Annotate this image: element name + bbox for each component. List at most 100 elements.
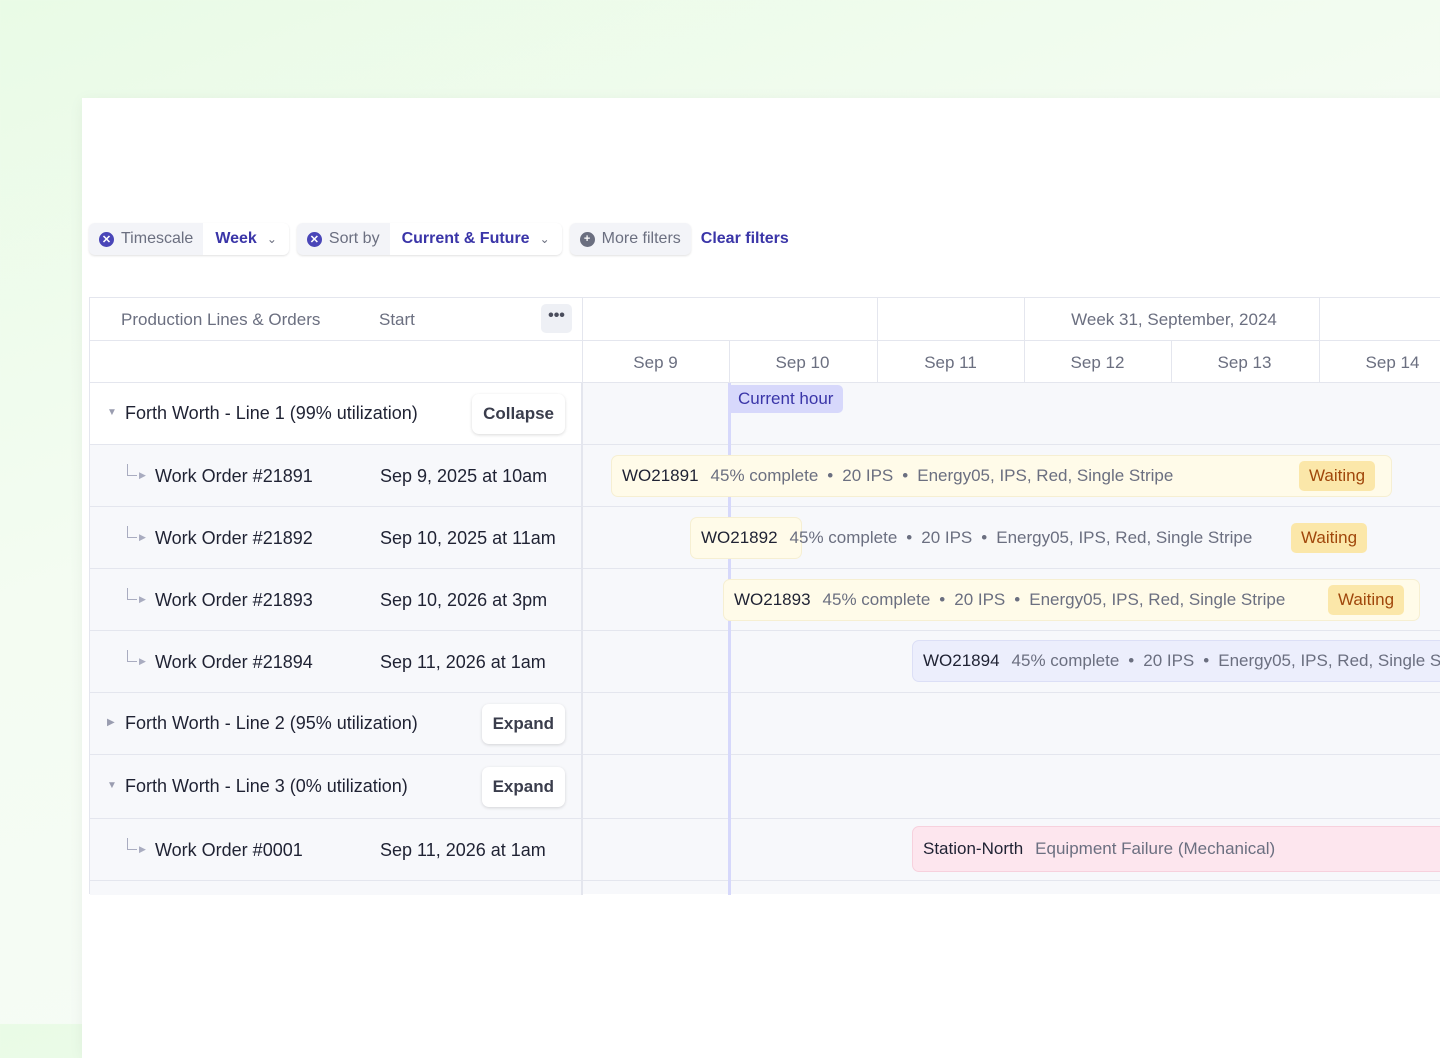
order-id: WO21891 — [622, 466, 699, 485]
caret-right-icon: ▶ — [139, 656, 146, 666]
more-filters-button[interactable]: + More filters — [569, 223, 691, 255]
group-name: Forth Worth - Line 3 (0% utilization) — [125, 776, 408, 796]
order-name: Work Order #21892 — [155, 528, 313, 548]
caret-right-icon: ▶ — [139, 470, 146, 480]
order-rate: 20 IPS — [842, 466, 894, 485]
order-rate: 20 IPS — [954, 590, 1006, 609]
order-start: Sep 10, 2026 at 3pm — [380, 590, 548, 610]
caret-right-icon: ▶ — [139, 532, 146, 542]
timescale-value[interactable]: Week — [215, 230, 257, 247]
remove-filter-icon[interactable]: ✕ — [99, 231, 114, 247]
order-rate: 20 IPS — [921, 528, 973, 547]
table-row[interactable]: ▶ Work Order #21893 Sep 10, 2026 at 3pm — [90, 569, 1440, 631]
table-header: Production Lines & Orders Start ••• Week… — [90, 298, 1440, 341]
caret-right-icon: ▶ — [139, 844, 146, 854]
child-elbow-icon — [127, 526, 137, 538]
caret-down-icon[interactable]: ▼ — [107, 780, 117, 791]
more-filters-label: More filters — [601, 230, 681, 247]
order-bar[interactable]: WO21894 45% complete • 20 IPS • Energy05, IPS… — [912, 640, 1440, 682]
sort-filter[interactable]: ✕ Sort by Current & Future ⌄ — [296, 223, 562, 255]
order-spec: Energy05, IPS, Red, Single Stripe — [917, 466, 1174, 485]
order-id: WO21894 — [923, 651, 1000, 670]
group-name: Forth Worth - Line 1 (99% utilization) — [125, 403, 418, 423]
order-spec: Energy05, IPS, Red, Single Stripe — [1029, 590, 1286, 609]
day-label: Sep 11 — [924, 353, 977, 372]
remove-filter-icon[interactable]: ✕ — [306, 231, 322, 247]
order-start: Sep 11, 2026 at 1am — [380, 840, 546, 860]
timescale-label: Timescale — [121, 230, 194, 247]
order-bar[interactable]: WO21891 45% complete • 20 IPS • Energy05, IPS… — [611, 455, 1392, 497]
separator: • — [939, 590, 946, 609]
order-progress: 45% complete — [822, 590, 931, 609]
order-bar[interactable]: WO21892 45% complete • 20 IPS • Energy05, IPS… — [690, 517, 1368, 559]
expand-button[interactable]: Expand — [481, 767, 565, 807]
child-elbow-icon — [127, 838, 137, 850]
order-start: Sep 10, 2025 at 11am — [380, 528, 556, 548]
column-header-start[interactable]: Start — [379, 310, 415, 329]
gantt-table: Production Lines & Orders Start ••• Week… — [89, 297, 1440, 895]
left-panel-footer — [90, 881, 582, 895]
caret-down-icon[interactable]: ▼ — [107, 407, 117, 418]
separator: • — [906, 528, 913, 547]
order-progress: 45% complete — [710, 466, 819, 485]
table-row[interactable]: ▶ Work Order #0001 Sep 11, 2026 at 1am — [90, 819, 1440, 881]
order-rate: 20 IPS — [1143, 651, 1195, 670]
sort-label: Sort by — [328, 230, 380, 247]
divider — [1319, 298, 1320, 383]
divider — [877, 298, 878, 383]
day-label: Sep 13 — [1217, 353, 1272, 372]
order-id: WO21893 — [734, 590, 811, 609]
table-row[interactable]: ▶ Work Order #21894 Sep 11, 2026 at 1am — [90, 631, 1440, 693]
divider — [1024, 298, 1025, 383]
plus-icon: + — [579, 231, 595, 247]
divider — [1171, 341, 1172, 383]
child-elbow-icon — [127, 650, 137, 662]
table-row[interactable]: ▶ Work Order #21892 Sep 10, 2025 at 11am — [90, 507, 1440, 569]
chevron-down-icon[interactable]: ⌄ — [266, 232, 277, 246]
day-label: Sep 9 — [633, 353, 678, 372]
status-badge: Waiting — [1299, 461, 1376, 491]
separator: • — [981, 528, 988, 547]
group-row: ▶ Forth Worth - Line 2 (95% utilization)… — [90, 693, 1440, 755]
day-label: Sep 10 — [775, 353, 830, 372]
table-row[interactable]: ▶ Work Order #21891 Sep 9, 2025 at 10am — [90, 445, 1440, 507]
separator: • — [1014, 590, 1021, 609]
chevron-down-icon[interactable]: ⌄ — [539, 232, 550, 246]
incident-bar[interactable]: Station-North Equipment Failure (Mechanic… — [912, 826, 1440, 872]
current-hour-label: Current hour — [728, 385, 844, 413]
child-elbow-icon — [127, 588, 137, 600]
current-hour-line — [728, 383, 731, 895]
order-name: Work Order #21893 — [155, 590, 313, 610]
order-name: Work Order #0001 — [155, 840, 303, 860]
group-name: Forth Worth - Line 2 (95% utilization) — [125, 713, 418, 733]
day-label: Sep 12 — [1070, 353, 1125, 372]
order-progress: 45% complete — [1011, 651, 1120, 670]
filter-bar: ✕ Timescale Week ⌄ ✕ Sort by Current & Futu… — [89, 223, 789, 255]
clear-filters-link[interactable]: Clear filters — [700, 230, 789, 247]
order-spec: Energy05, IPS, Red, Single Stripe — [1218, 651, 1440, 670]
group-row: ▼ Forth Worth - Line 3 (0% utilization) … — [90, 755, 1440, 819]
order-name: Work Order #21894 — [155, 652, 313, 672]
more-options-button[interactable]: ••• — [541, 304, 572, 333]
group-row: ▼ Forth Worth - Line 1 (99% utilization)… — [90, 383, 1440, 445]
child-elbow-icon — [127, 464, 137, 476]
status-badge: Waiting — [1328, 585, 1405, 615]
caret-right-icon: ▶ — [139, 594, 146, 604]
incident-description: Equipment Failure (Mechanical) — [1035, 839, 1276, 858]
caret-right-icon[interactable]: ▶ — [107, 717, 115, 728]
timescale-filter[interactable]: ✕ Timescale Week ⌄ — [89, 223, 289, 255]
divider — [729, 341, 730, 383]
expand-button[interactable]: Expand — [481, 704, 565, 744]
order-name: Work Order #21891 — [155, 466, 313, 486]
order-progress: 45% complete — [789, 528, 898, 547]
order-start: Sep 9, 2025 at 10am — [380, 466, 548, 486]
separator: • — [902, 466, 909, 485]
order-bar[interactable]: WO21893 45% complete • 20 IPS • Energy05, IPS… — [723, 579, 1420, 621]
sort-value[interactable]: Current & Future — [401, 230, 530, 247]
column-header-name[interactable]: Production Lines & Orders — [121, 310, 321, 329]
order-start: Sep 11, 2026 at 1am — [380, 652, 546, 672]
station-name: Station-North — [923, 839, 1024, 858]
separator: • — [1203, 651, 1210, 670]
day-label: Sep 14 — [1365, 353, 1420, 372]
collapse-button[interactable]: Collapse — [472, 394, 565, 434]
